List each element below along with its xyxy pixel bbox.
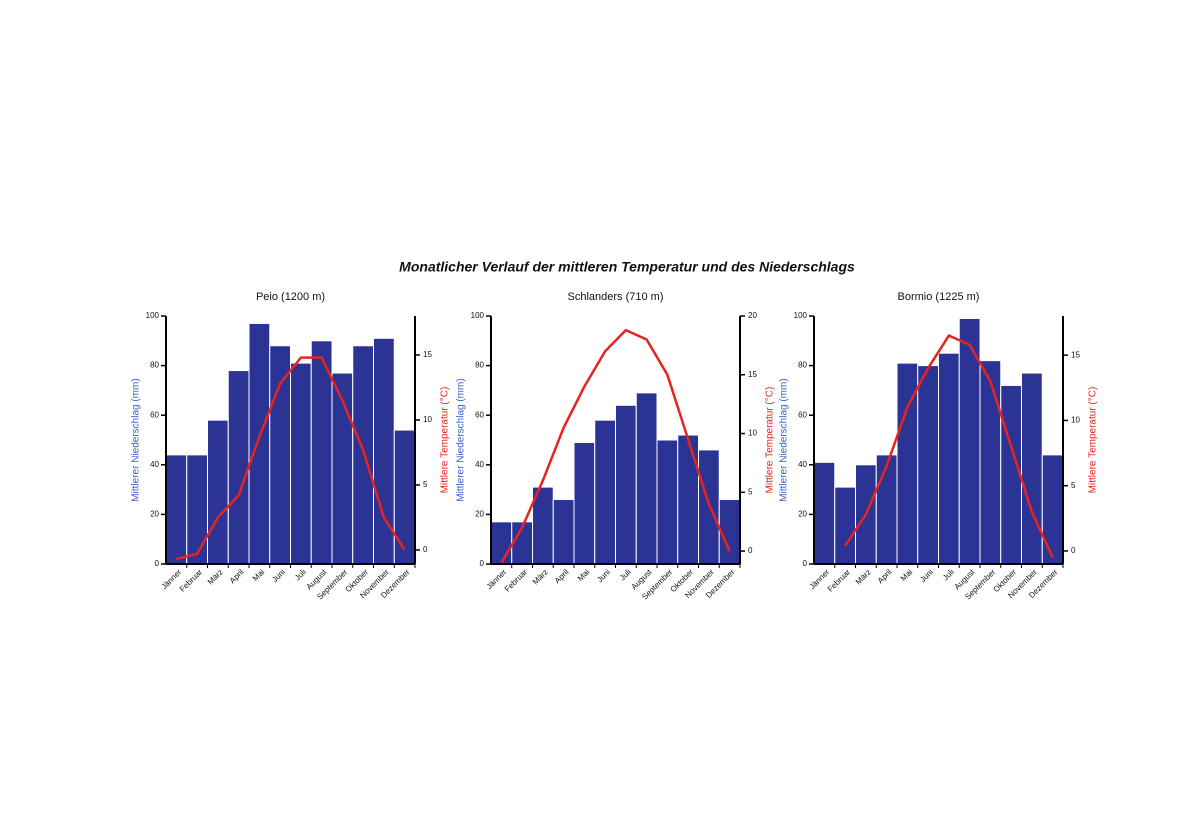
- y2-tick-label: 5: [748, 487, 753, 496]
- y-tick-label: 60: [798, 410, 807, 419]
- bar: [290, 362, 312, 565]
- bar: [269, 345, 291, 565]
- y-tick-label: 40: [475, 460, 484, 469]
- x-tick-label: Juli: [293, 567, 308, 582]
- y-axis-label: Mittlerer Niederschlag (mm): [456, 378, 467, 501]
- bar: [1000, 384, 1022, 565]
- y-tick-label: 0: [803, 559, 808, 568]
- bar: [1021, 372, 1043, 565]
- y-tick-label: 80: [150, 361, 159, 370]
- y2-tick-label: 15: [748, 370, 757, 379]
- y2-axis-label: Mittlere Temperatur (°C): [765, 387, 776, 494]
- y-axis-label: Mittlerer Niederschlag (mm): [131, 378, 142, 501]
- y2-axis-label: Mittlere Temperatur (°C): [440, 387, 451, 494]
- x-tick-label: Mai: [576, 567, 592, 583]
- bar: [594, 419, 616, 565]
- y2-tick-label: 0: [748, 546, 753, 555]
- y-tick-label: 80: [475, 361, 484, 370]
- x-tick-label: April: [553, 567, 571, 585]
- x-tick-label: Mai: [899, 567, 915, 583]
- y2-tick-label: 10: [1071, 416, 1080, 425]
- x-tick-label: März: [854, 568, 873, 587]
- y-tick-label: 40: [150, 460, 159, 469]
- bar: [352, 345, 374, 565]
- y2-tick-label: 0: [1071, 546, 1076, 555]
- y2-tick-label: 5: [423, 480, 428, 489]
- y-tick-label: 0: [155, 559, 160, 568]
- x-tick-label: Juli: [618, 567, 633, 582]
- y-tick-label: 20: [150, 510, 159, 519]
- x-tick-label: Februar: [826, 567, 852, 593]
- x-tick-label: Februar: [503, 567, 529, 593]
- bar: [677, 434, 699, 565]
- temperature-line: [500, 328, 731, 564]
- bar: [207, 419, 229, 565]
- y2-tick-label: 15: [1071, 350, 1080, 359]
- bar: [227, 370, 250, 565]
- bar: [917, 365, 939, 565]
- bar: [393, 429, 416, 565]
- y2-tick-label: 10: [748, 429, 757, 438]
- x-tick-label: Juni: [918, 567, 935, 584]
- y-tick-label: 80: [798, 361, 807, 370]
- y-tick-label: 20: [475, 510, 484, 519]
- x-tick-label: Februar: [178, 567, 204, 593]
- y-tick-label: 60: [150, 410, 159, 419]
- y-tick-label: 20: [798, 510, 807, 519]
- x-tick-label: April: [876, 567, 894, 585]
- x-tick-label: Mai: [251, 567, 267, 583]
- y2-axis-label: Mittlere Temperatur (°C): [1088, 387, 1099, 494]
- bar: [165, 454, 188, 565]
- y2-tick-label: 5: [1071, 481, 1076, 490]
- bar: [875, 454, 898, 565]
- y-tick-label: 100: [146, 311, 160, 320]
- x-tick-label: März: [206, 568, 225, 587]
- bar: [813, 461, 836, 565]
- y-tick-label: 0: [480, 559, 485, 568]
- bar: [979, 360, 1002, 565]
- temperature-line: [176, 356, 406, 561]
- figure-title: Monatlicher Verlauf der mittleren Temper…: [399, 259, 855, 275]
- y-axis-label: Mittlerer Niederschlag (mm): [779, 378, 790, 501]
- bar: [552, 499, 575, 565]
- x-tick-label: Juni: [595, 567, 612, 584]
- y-tick-label: 100: [471, 311, 485, 320]
- chart-title: Bormio (1225 m): [898, 291, 980, 303]
- bar: [248, 322, 271, 565]
- x-tick-label: März: [531, 568, 550, 587]
- chart-title: Peio (1200 m): [256, 291, 325, 303]
- x-tick-label: Juni: [270, 567, 287, 584]
- bar: [938, 352, 960, 565]
- y-tick-label: 60: [475, 410, 484, 419]
- y2-tick-label: 15: [423, 350, 432, 359]
- bar: [635, 392, 658, 565]
- bar: [490, 521, 513, 565]
- y2-tick-label: 20: [748, 311, 757, 320]
- bar: [186, 454, 208, 565]
- y-tick-label: 100: [794, 311, 808, 320]
- y2-tick-label: 10: [423, 415, 432, 424]
- x-tick-label: Juli: [941, 567, 956, 582]
- y2-tick-label: 0: [423, 545, 428, 554]
- bar: [1041, 454, 1064, 565]
- bar: [834, 486, 856, 565]
- temperature-line: [844, 334, 1054, 558]
- chart-title: Schlanders (710 m): [568, 291, 664, 303]
- bar: [656, 439, 679, 565]
- y-tick-label: 40: [798, 460, 807, 469]
- x-tick-label: April: [228, 567, 246, 585]
- bar: [615, 404, 637, 565]
- bar: [573, 441, 596, 565]
